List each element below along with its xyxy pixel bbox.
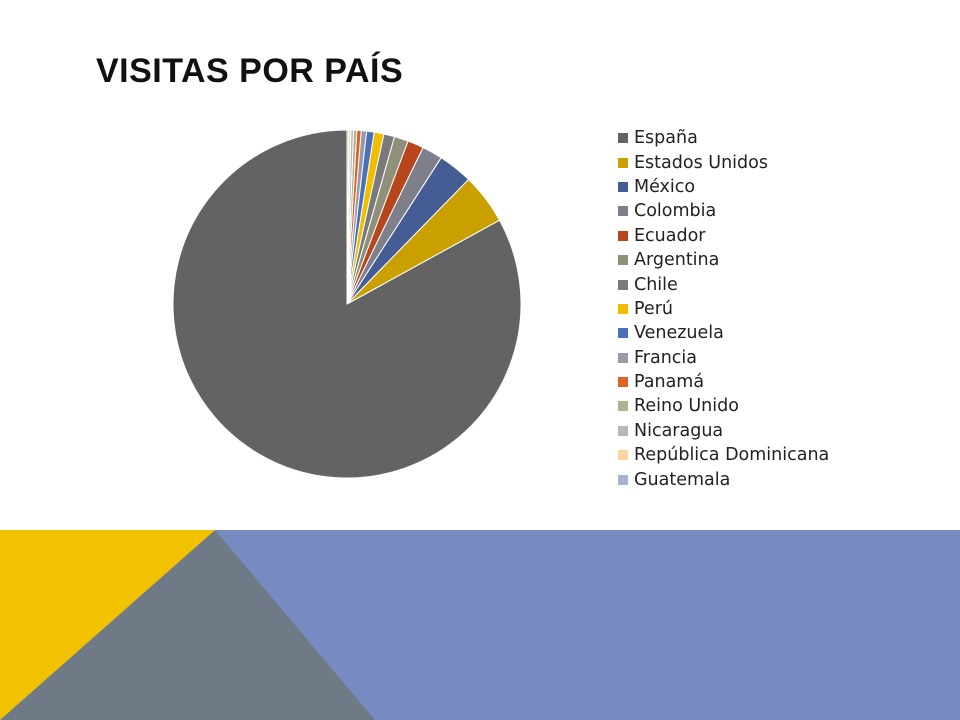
legend-label: Guatemala [634,469,731,490]
legend-item: Perú [618,297,829,321]
legend-swatch [618,133,628,144]
legend-label: Perú [634,298,673,319]
legend-item: Argentina [618,248,829,272]
legend-item: Guatemala [618,467,829,491]
legend-label: Reino Unido [634,396,739,417]
legend-label: Estados Unidos [634,152,768,173]
chart-legend: España Estados Unidos México Colombia Ecuado… [618,126,829,492]
legend-label: España [634,128,698,149]
legend-item: República Dominicana [618,443,829,467]
slide-title: VISITAS POR PAÍS [96,52,404,90]
legend-label: Ecuador [634,225,706,246]
legend-swatch [618,255,628,266]
legend-label: Francia [634,347,698,368]
footer-decoration [0,530,960,720]
legend-label: México [634,176,696,197]
legend-item: México [618,175,829,199]
legend-label: Chile [634,274,678,295]
pie-chart [172,129,522,479]
footer-yellow-triangle [0,530,215,720]
legend-swatch [618,377,628,388]
legend-swatch [618,279,628,290]
legend-label: Nicaragua [634,420,724,441]
legend-item: Nicaragua [618,419,829,443]
legend-item: Estados Unidos [618,150,829,174]
legend-swatch [618,303,628,314]
legend-swatch [618,401,628,412]
pie-slices [172,129,522,479]
legend-swatch [618,425,628,436]
legend-item: Venezuela [618,321,829,345]
legend-label: Panamá [634,372,705,393]
legend-label: Venezuela [634,323,724,344]
legend-swatch [618,206,628,217]
legend-label: República Dominicana [634,445,830,466]
legend-item: España [618,126,829,150]
legend-label: Argentina [634,250,720,271]
legend-item: Reino Unido [618,394,829,418]
legend-swatch [618,230,628,241]
legend-item: Colombia [618,199,829,223]
legend-item: Chile [618,272,829,296]
legend-label: Colombia [634,201,717,222]
pie-slice-15 [346,129,350,305]
legend-swatch [618,474,628,485]
legend-swatch [618,181,628,192]
legend-swatch [618,450,628,461]
legend-swatch [618,352,628,363]
legend-swatch [618,157,628,168]
legend-item: Ecuador [618,224,829,248]
legend-item: Panamá [618,370,829,394]
legend-item: Francia [618,346,829,370]
legend-swatch [618,328,628,339]
